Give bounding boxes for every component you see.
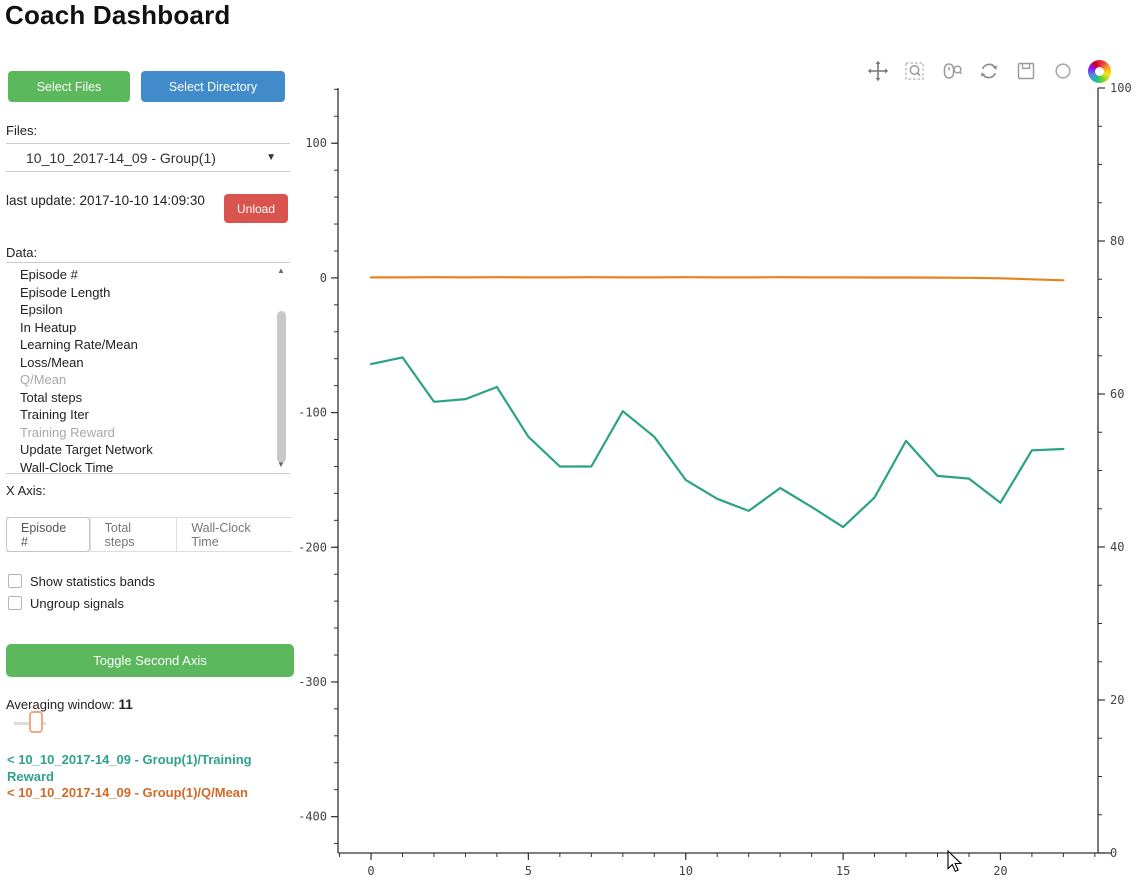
scroll-down-icon[interactable]: ▼ xyxy=(277,460,285,469)
select-files-button[interactable]: Select Files xyxy=(8,71,130,102)
axis-tick-label: 60 xyxy=(1110,387,1124,401)
axis-tick-label: -300 xyxy=(298,675,327,689)
axis-tick-label: 5 xyxy=(525,864,532,878)
axis-tick-label: 80 xyxy=(1110,234,1124,248)
axis-tick-label: -200 xyxy=(298,540,327,554)
select-directory-button[interactable]: Select Directory xyxy=(141,71,285,102)
files-select-value: 10_10_2017-14_09 - Group(1) xyxy=(26,149,216,166)
list-item[interactable]: Episode Length xyxy=(20,284,111,300)
list-item[interactable]: Total steps xyxy=(20,389,83,405)
averaging-window-label: Averaging window: xyxy=(6,697,115,712)
bokeh-logo[interactable] xyxy=(1088,60,1111,83)
data-signal-list[interactable]: Episode # Episode Length Epsilon In Heatup L… xyxy=(6,262,290,474)
toggle-second-axis-button[interactable]: Toggle Second Axis xyxy=(6,644,294,677)
axis-tick-label: 20 xyxy=(1110,693,1124,707)
axis-tick-label: 15 xyxy=(836,864,850,878)
wheel-zoom-tool-icon[interactable] xyxy=(940,59,964,83)
x-axis-label: X Axis: xyxy=(6,483,46,498)
last-update-text: last update: 2017-10-10 14:09:30 xyxy=(6,193,205,208)
list-item[interactable]: Loss/Mean xyxy=(20,354,84,370)
ungroup-signals-label: Ungroup signals xyxy=(30,595,124,611)
data-label: Data: xyxy=(6,245,38,260)
averaging-window-row: Averaging window: 11 xyxy=(6,697,133,712)
save-tool-icon[interactable] xyxy=(1014,59,1038,83)
data-signal-items: Episode # Episode Length Epsilon In Heatup L… xyxy=(6,266,290,474)
list-item[interactable]: Wall-Clock Time xyxy=(20,459,114,474)
axis-tick-label: 0 xyxy=(367,864,374,878)
ungroup-signals-row: Ungroup signals xyxy=(8,595,124,611)
signal-legend: < 10_10_2017-14_09 - Group(1)/Training R… xyxy=(7,752,299,802)
axis-tick-label: 100 xyxy=(305,136,327,150)
show-statistics-bands-row: Show statistics bands xyxy=(8,573,156,589)
list-item[interactable]: Training Iter xyxy=(20,407,89,422)
averaging-window-slider-handle[interactable] xyxy=(29,711,43,733)
series-line-q-mean xyxy=(369,276,1065,282)
list-item[interactable]: In Heatup xyxy=(20,319,77,335)
scrollbar-thumb[interactable] xyxy=(277,311,286,463)
axis-tick-label: 100 xyxy=(1110,81,1132,95)
series-line-training-reward xyxy=(369,356,1065,529)
axis-tick-label: 20 xyxy=(993,864,1007,878)
x-axis-option-episode-[interactable]: Episode # xyxy=(6,517,90,552)
list-item[interactable]: Episode # xyxy=(20,267,78,282)
page-title: Coach Dashboard xyxy=(5,0,231,30)
reset-tool-icon[interactable] xyxy=(977,59,1001,83)
axis-tick-label: -400 xyxy=(298,810,327,824)
legend-entry[interactable]: < 10_10_2017-14_09 - Group(1)/Training R… xyxy=(7,752,252,784)
axis-tick-label: 40 xyxy=(1110,540,1124,554)
axis-tick-label: -100 xyxy=(298,406,327,420)
legend-entry[interactable]: < 10_10_2017-14_09 - Group(1)/Q/Mean xyxy=(7,785,248,800)
files-select[interactable]: 10_10_2017-14_09 - Group(1) ▼ xyxy=(6,143,290,172)
x-axis-option-total-steps[interactable]: Total steps xyxy=(89,518,177,551)
show-statistics-bands-label: Show statistics bands xyxy=(30,573,156,589)
list-item[interactable]: Update Target Network xyxy=(20,442,153,457)
mouse-cursor xyxy=(947,849,963,873)
box-zoom-tool-icon[interactable] xyxy=(903,59,927,83)
averaging-window-value: 11 xyxy=(118,697,133,712)
axis-tick-label: 10 xyxy=(679,864,693,878)
x-axis-option-wall-clock-time[interactable]: Wall-Clock Time xyxy=(176,518,292,551)
list-item[interactable]: Epsilon xyxy=(20,302,63,317)
x-axis-radio-group: Episode # Total steps Wall-Clock Time xyxy=(6,517,292,552)
show-statistics-bands-checkbox[interactable] xyxy=(8,574,22,588)
scroll-up-icon[interactable]: ▲ xyxy=(277,266,285,275)
files-label: Files: xyxy=(6,123,38,138)
plot-canvas[interactable] xyxy=(338,88,1098,853)
axis-tick-label: 0 xyxy=(1110,846,1117,860)
list-scrollbar[interactable]: ▲ ▼ xyxy=(275,265,288,471)
list-item[interactable]: Training Reward xyxy=(20,424,115,440)
ungroup-signals-checkbox[interactable] xyxy=(8,596,22,610)
list-item[interactable]: Learning Rate/Mean xyxy=(20,337,138,352)
chevron-down-icon: ▼ xyxy=(266,152,276,163)
unload-button[interactable]: Unload xyxy=(224,194,288,223)
list-item[interactable]: Q/Mean xyxy=(20,372,67,387)
axis-tick-label: 0 xyxy=(320,271,327,285)
